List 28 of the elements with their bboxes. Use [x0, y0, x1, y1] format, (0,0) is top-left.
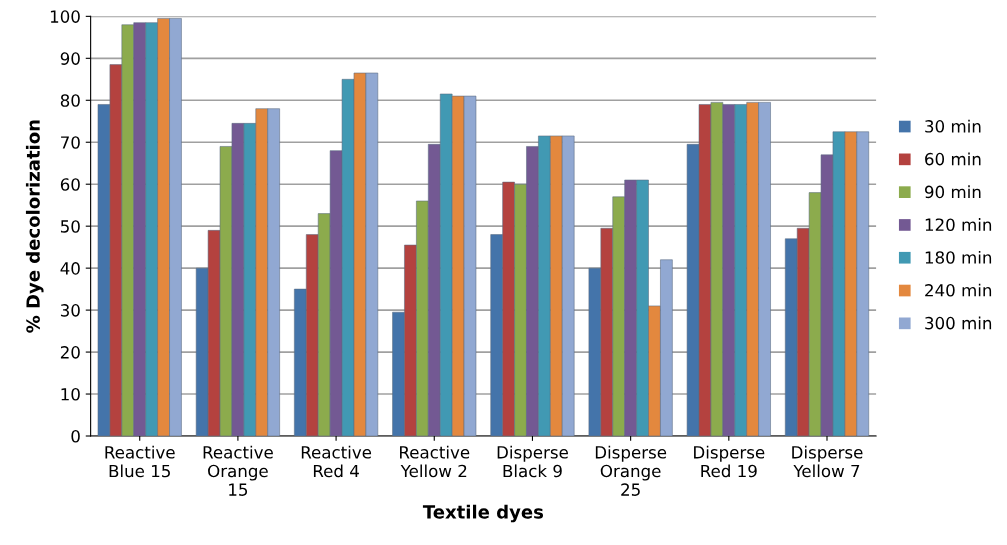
- y-tick-label: 10: [61, 388, 80, 401]
- x-tick-label: Disperse Red 19: [694, 445, 765, 478]
- legend-label: 300 min: [925, 316, 992, 330]
- x-tick-label: Disperse Black 9: [497, 445, 568, 478]
- x-tick-label: Reactive Orange 15: [203, 445, 273, 496]
- y-tick-label: 100: [50, 10, 80, 23]
- legend-label: 30 min: [925, 119, 981, 133]
- legend-label: 120 min: [925, 218, 992, 232]
- legend-label: 240 min: [925, 283, 992, 297]
- y-tick-label: 0: [71, 429, 80, 443]
- legend-label: 180 min: [925, 250, 992, 264]
- y-axis-title: % Dye decolorization: [25, 120, 44, 333]
- x-tick-label: Reactive Red 4: [301, 445, 372, 478]
- x-tick-label: Disperse Orange 25: [595, 445, 667, 496]
- y-tick-label: 60: [60, 178, 80, 191]
- legend-label: 60 min: [925, 152, 981, 166]
- y-tick-label: 40: [60, 262, 80, 275]
- legend-label: 90 min: [924, 185, 981, 199]
- x-tick-label: Reactive Blue 15: [105, 445, 175, 478]
- y-tick-label: 50: [60, 220, 80, 233]
- y-tick-label: 30: [60, 304, 80, 317]
- x-tick-label: Reactive Yellow 2: [400, 445, 470, 478]
- y-tick-label: 80: [60, 94, 80, 107]
- y-tick-label: 20: [60, 346, 80, 359]
- y-tick-label: 70: [61, 136, 80, 149]
- x-tick-label: Disperse Yellow 7: [792, 445, 863, 478]
- x-axis-title: Textile dyes: [422, 504, 544, 523]
- y-tick-label: 90: [60, 52, 80, 65]
